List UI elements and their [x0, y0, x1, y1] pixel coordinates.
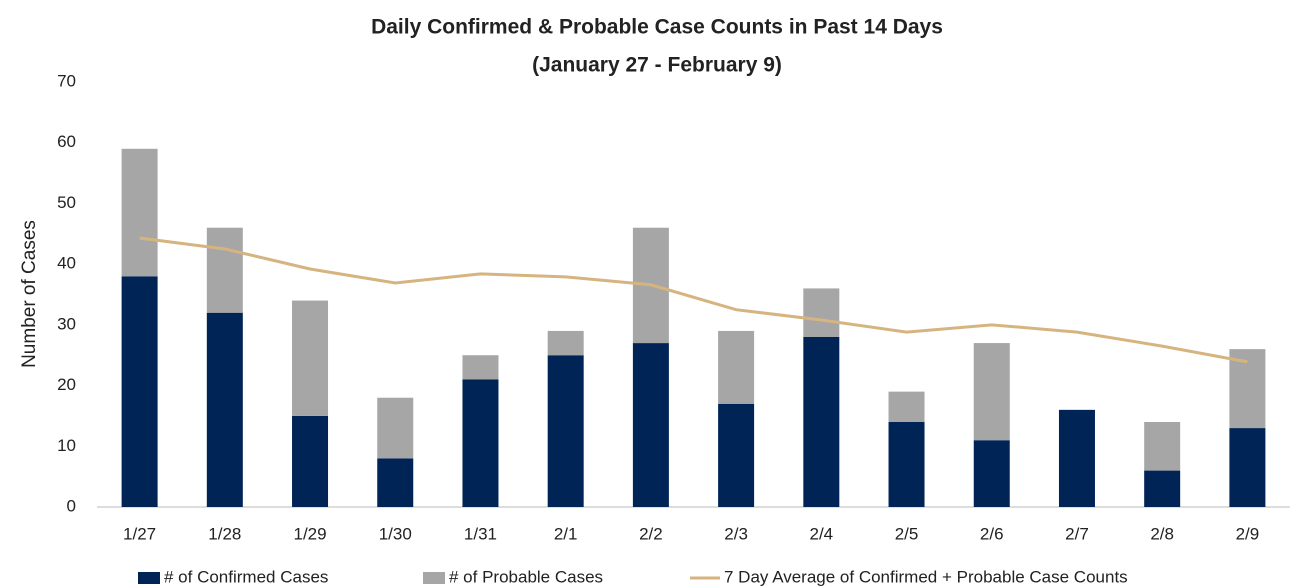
bar — [206, 227, 243, 313]
bar — [718, 403, 755, 507]
bar — [1229, 428, 1266, 507]
y-tick-label: 70 — [57, 71, 76, 90]
bar — [462, 379, 499, 507]
legend-label: 7 Day Average of Confirmed + Probable Ca… — [724, 567, 1128, 586]
bar — [462, 355, 499, 380]
bar — [1229, 349, 1266, 429]
bar — [973, 343, 1010, 441]
y-tick-label: 20 — [57, 375, 76, 394]
x-tick-label: 2/8 — [1150, 524, 1174, 543]
bar — [1058, 409, 1095, 507]
chart-title: Daily Confirmed & Probable Case Counts i… — [371, 16, 943, 39]
y-tick-label: 10 — [57, 436, 76, 455]
x-tick-label: 2/5 — [895, 524, 919, 543]
x-tick-label: 2/9 — [1236, 524, 1260, 543]
bar — [547, 355, 584, 507]
x-tick-label: 1/29 — [293, 524, 326, 543]
y-tick-label: 40 — [57, 254, 76, 273]
bar — [377, 397, 414, 459]
chart-subtitle: (January 27 - February 9) — [532, 54, 782, 77]
bar — [888, 391, 925, 422]
bar — [292, 415, 329, 507]
bar — [547, 330, 584, 356]
bar — [377, 458, 414, 507]
line — [139, 236, 1248, 364]
legend-swatch — [138, 572, 160, 584]
y-tick-label: 60 — [57, 132, 76, 151]
x-tick-label: 1/28 — [208, 524, 241, 543]
x-tick-label: 2/2 — [639, 524, 663, 543]
x-tick-label: 2/6 — [980, 524, 1004, 543]
x-tick-label: 2/3 — [724, 524, 748, 543]
x-tick-label: 1/31 — [464, 524, 497, 543]
bar — [292, 300, 329, 416]
bar — [888, 422, 925, 507]
bar — [803, 288, 840, 337]
bar — [1144, 470, 1181, 507]
legend-label: # of Probable Cases — [449, 567, 603, 586]
bar — [121, 148, 158, 277]
legend-label: # of Confirmed Cases — [164, 567, 328, 586]
x-tick-label: 2/1 — [554, 524, 578, 543]
bar — [206, 312, 243, 507]
bar — [973, 440, 1010, 507]
bar — [632, 343, 669, 507]
y-axis-label: Number of Cases — [19, 220, 40, 368]
bar — [121, 276, 158, 507]
x-tick-label: 2/4 — [810, 524, 834, 543]
bar — [718, 330, 755, 404]
y-tick-label: 0 — [67, 496, 76, 515]
x-tick-label: 1/27 — [123, 524, 156, 543]
legend-swatch — [423, 572, 445, 584]
y-tick-label: 30 — [57, 314, 76, 333]
bar — [1144, 422, 1181, 471]
x-tick-label: 2/7 — [1065, 524, 1089, 543]
x-tick-label: 1/30 — [379, 524, 412, 543]
y-tick-label: 50 — [57, 193, 76, 212]
bar — [803, 337, 840, 507]
